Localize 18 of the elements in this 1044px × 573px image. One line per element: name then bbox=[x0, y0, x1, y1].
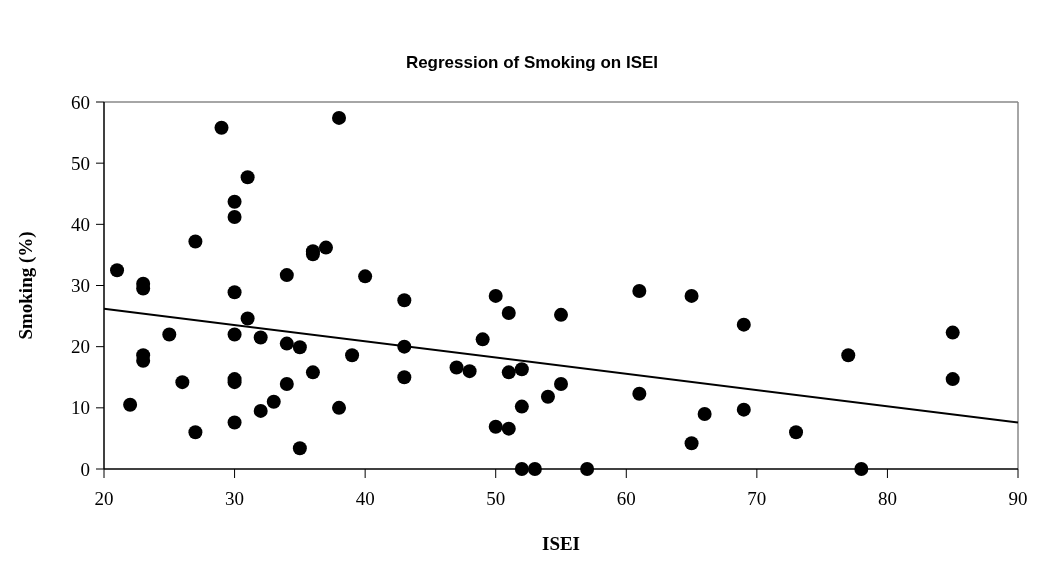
x-tick-label: 50 bbox=[486, 488, 506, 509]
x-tick-label: 90 bbox=[1008, 488, 1028, 509]
x-tick-label: 40 bbox=[355, 488, 375, 509]
x-tick-label: 80 bbox=[877, 488, 897, 509]
x-tick-label: 70 bbox=[747, 488, 767, 509]
x-tick-label: 20 bbox=[94, 488, 114, 509]
x-axis-title: ISEI bbox=[541, 533, 581, 554]
y-tick-label: 20 bbox=[71, 336, 90, 358]
y-tick-label: 50 bbox=[71, 152, 90, 174]
x-tick-label: 30 bbox=[225, 488, 245, 509]
x-tick-label: 60 bbox=[616, 488, 636, 509]
y-tick-label: 40 bbox=[71, 213, 90, 235]
y-axis-title: Smoking (%) bbox=[15, 231, 37, 340]
y-tick-label: 60 bbox=[71, 91, 90, 113]
y-tick-label: 30 bbox=[71, 275, 90, 297]
y-tick-label: 10 bbox=[71, 397, 90, 419]
chart-title: Regression of Smoking on ISEI bbox=[405, 53, 659, 72]
y-tick-label: 0 bbox=[80, 458, 90, 480]
